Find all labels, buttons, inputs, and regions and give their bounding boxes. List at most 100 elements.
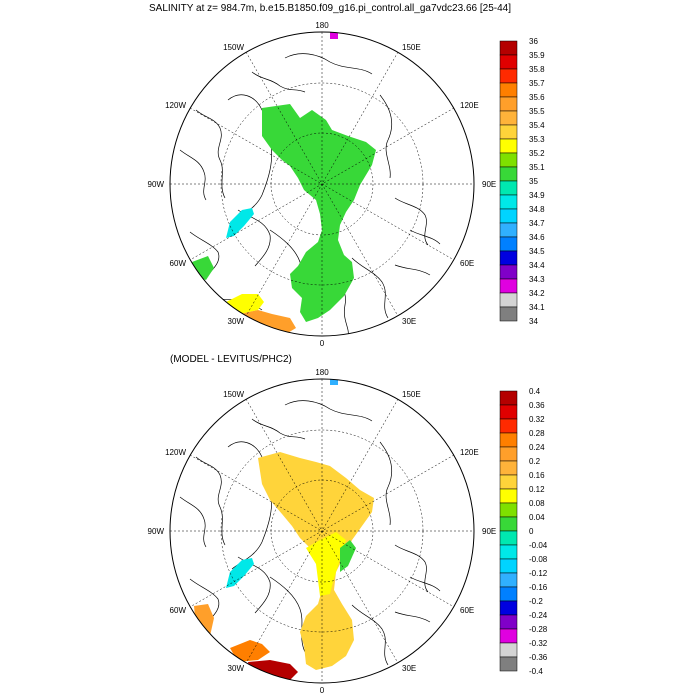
upper-lon-120w: 120W — [165, 101, 186, 110]
lower-green-strip — [340, 540, 356, 572]
upper-colorbar-label: 34.5 — [529, 247, 545, 256]
lower-colorbar-label: 0.12 — [529, 485, 545, 494]
upper-colorbar-label: 34 — [529, 317, 538, 326]
lower-panel-title: (MODEL - LEVITUS/PHC2) — [170, 354, 292, 365]
lower-colorbar-swatch — [499, 474, 518, 490]
upper-colorbar-swatch — [499, 222, 518, 238]
upper-colorbar-swatch — [499, 236, 518, 252]
upper-colorbar-label: 36 — [529, 37, 538, 46]
lower-lon-180: 180 — [315, 368, 329, 377]
lower-colorbar-label: -0.04 — [529, 541, 548, 550]
upper-colorbar-swatch — [499, 166, 518, 182]
upper-colorbar-label: 34.4 — [529, 261, 545, 270]
upper-lon-90w: 90W — [148, 180, 165, 189]
lower-colorbar-swatch — [499, 600, 518, 616]
lower-polar-map: 180 150E 120E 90E 60E 30E 0 30W 60W 90W … — [148, 368, 497, 695]
lower-colorbar-label: -0.28 — [529, 625, 548, 634]
upper-colorbar-swatch — [499, 40, 518, 56]
lower-lon-60e: 60E — [460, 606, 474, 615]
upper-colorbar-swatch — [499, 110, 518, 126]
upper-colorbar-label: 35.2 — [529, 149, 545, 158]
lower-arctic-field — [258, 452, 374, 670]
upper-colorbar-swatch — [499, 152, 518, 168]
lower-colorbar-label: -0.2 — [529, 597, 543, 606]
upper-colorbar-label: 34.7 — [529, 219, 545, 228]
lower-colorbar-swatch — [499, 642, 518, 658]
lower-colorbar-swatch — [499, 614, 518, 630]
lower-colorbar-swatch — [499, 390, 518, 406]
lower-lon-120e: 120E — [460, 448, 479, 457]
upper-colorbar-swatch — [499, 138, 518, 154]
lower-lon-0: 0 — [320, 686, 325, 695]
upper-colorbar-swatch — [499, 292, 518, 308]
upper-pole-dot — [330, 32, 338, 39]
upper-colorbar-label: 34.1 — [529, 303, 545, 312]
upper-lon-90e: 90E — [482, 180, 496, 189]
lower-lon-30w: 30W — [228, 664, 245, 673]
lower-map-content — [170, 379, 474, 683]
lower-colorbar-swatch — [499, 572, 518, 588]
lower-lon-150e: 150E — [402, 390, 421, 399]
lower-map-border — [169, 378, 475, 684]
upper-colorbar-swatch — [499, 194, 518, 210]
upper-colorbar-label: 35.7 — [529, 79, 545, 88]
lower-colorbar-label: -0.12 — [529, 569, 548, 578]
upper-colorbar-label: 34.8 — [529, 205, 545, 214]
lower-colorbar-swatch — [499, 516, 518, 532]
lower-colorbar-label: 0.08 — [529, 499, 545, 508]
lower-colorbar-swatch — [499, 460, 518, 476]
upper-colorbar: 36 35.9 35.8 35.7 35.6 35.5 35.4 35.3 35.2 35.1 35… — [499, 37, 545, 326]
upper-lon-0: 0 — [320, 339, 325, 348]
lower-lon-90w: 90W — [148, 527, 165, 536]
upper-colorbar-swatch — [499, 278, 518, 294]
upper-colorbar-swatch — [499, 124, 518, 140]
upper-colorbar-label: 34.9 — [529, 191, 545, 200]
lower-colorbar-label: 0.2 — [529, 457, 541, 466]
lower-colorbar-label: 0 — [529, 527, 534, 536]
lower-colorbar-label: -0.4 — [529, 667, 543, 676]
upper-colorbar-swatch — [499, 208, 518, 224]
lower-lon-120w: 120W — [165, 448, 186, 457]
lower-colorbar-swatch — [499, 404, 518, 420]
upper-colorbar-label: 35 — [529, 177, 538, 186]
lower-colorbar-label: 0.32 — [529, 415, 545, 424]
upper-lon-180: 180 — [315, 21, 329, 30]
upper-colorbar-swatch — [499, 96, 518, 112]
lower-colorbar-swatch — [499, 544, 518, 560]
upper-colorbar-swatch — [499, 82, 518, 98]
lower-colorbar-swatch — [499, 432, 518, 448]
lower-colorbar-swatch — [499, 628, 518, 644]
lower-colorbar-swatch — [499, 656, 518, 672]
upper-colorbar-label: 35.6 — [529, 93, 545, 102]
lower-colorbar-swatch — [499, 446, 518, 462]
upper-colorbar-label: 35.4 — [529, 121, 545, 130]
lower-lon-labels: 180 150E 120E 90E 60E 30E 0 30W 60W 90W … — [148, 368, 497, 695]
lower-nordic-orange — [230, 640, 270, 662]
upper-lon-150e: 150E — [402, 43, 421, 52]
lower-arctic-inner — [306, 532, 346, 596]
lower-colorbar-swatch — [499, 530, 518, 546]
lower-colorbar-swatch — [499, 488, 518, 504]
lower-colorbar-label: 0.4 — [529, 387, 541, 396]
lower-lon-150w: 150W — [223, 390, 244, 399]
upper-colorbar-label: 35.5 — [529, 107, 545, 116]
upper-lon-labels: 180 150E 120E 90E 60E 30E 0 30W 60W 90W … — [148, 21, 497, 348]
lower-colorbar-label: 0.16 — [529, 471, 545, 480]
upper-colorbar-swatch — [499, 306, 518, 322]
lower-colorbar-swatch — [499, 586, 518, 602]
upper-colorbar-swatch — [499, 264, 518, 280]
lower-colorbar-swatch — [499, 418, 518, 434]
upper-map-content — [170, 32, 474, 336]
upper-nordic-orange — [240, 310, 296, 334]
lower-colorbar: 0.4 0.36 0.32 0.28 0.24 0.2 0.16 0.12 0.08 0.04 0 -… — [499, 387, 548, 676]
upper-lon-30w: 30W — [228, 317, 245, 326]
upper-arctic-field — [262, 104, 376, 322]
lower-colorbar-label: -0.08 — [529, 555, 548, 564]
upper-colorbar-label: 35.9 — [529, 51, 545, 60]
lower-colorbar-label: 0.04 — [529, 513, 545, 522]
lower-colorbar-label: 0.28 — [529, 429, 545, 438]
lower-pole-dot — [330, 379, 338, 385]
lower-lon-30e: 30E — [402, 664, 416, 673]
lower-colorbar-label: -0.24 — [529, 611, 548, 620]
upper-colorbar-label: 34.6 — [529, 233, 545, 242]
